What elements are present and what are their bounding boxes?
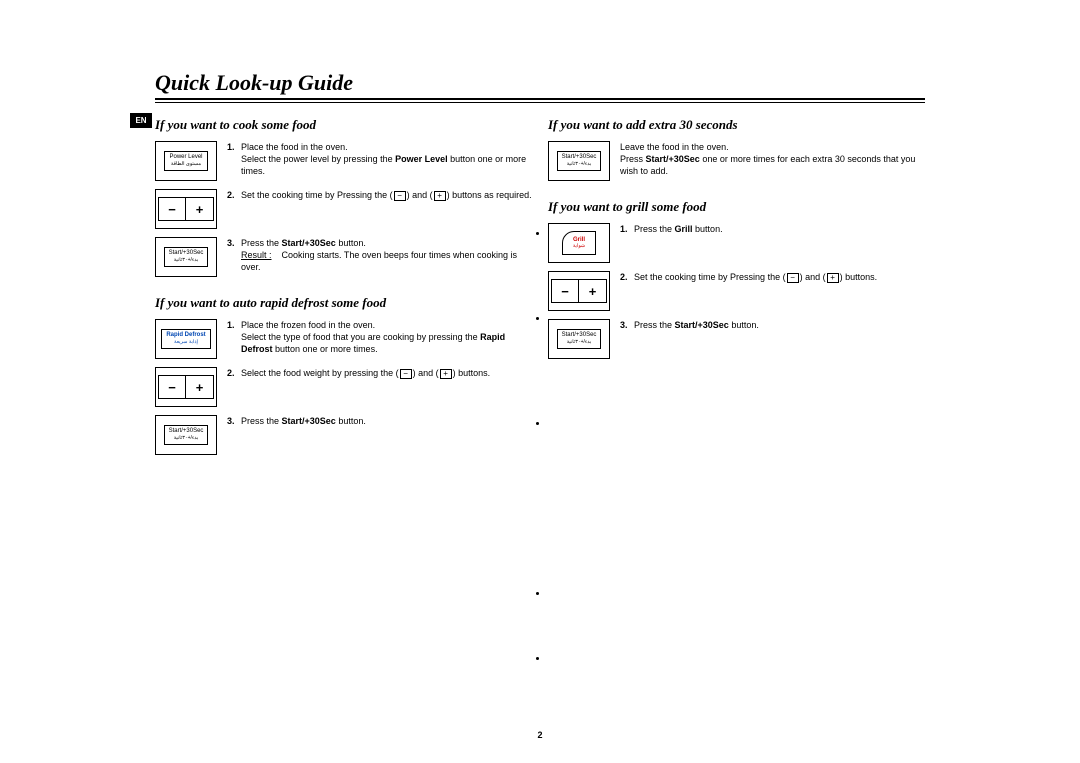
- button-label: Power Level: [169, 154, 202, 160]
- plus-glyph-icon: +: [440, 369, 452, 379]
- section-cook: If you want to cook some food Power Leve…: [155, 117, 532, 277]
- title-rule-heavy: [155, 98, 925, 100]
- step-text: 1.Press the Grill button.: [620, 223, 925, 235]
- page-content: Quick Look-up Guide If you want to cook …: [155, 70, 925, 463]
- plus-icon: +: [579, 279, 607, 303]
- button-label: Start/+30Sec: [562, 154, 597, 160]
- section-defrost: If you want to auto rapid defrost some f…: [155, 295, 532, 455]
- section-heading: If you want to add extra 30 seconds: [548, 117, 925, 133]
- step-row: Start/+30Sec بدء/+٣٠ثانية Leave the food…: [548, 141, 925, 181]
- step-text: 1.Place the frozen food in the oven. Sel…: [227, 319, 532, 355]
- button-label-ar: بدء/+٣٠ثانية: [174, 257, 199, 263]
- step-number: 3.: [227, 237, 241, 249]
- start-30sec-button-icon: Start/+30Sec بدء/+٣٠ثانية: [548, 319, 610, 359]
- button-label-ar: إذابة سريعة: [174, 339, 198, 345]
- plus-glyph-icon: +: [827, 273, 839, 283]
- button-label: Rapid Defrost: [166, 332, 205, 338]
- plus-minus-button-icon: − +: [548, 271, 610, 311]
- step-row: − + 2.Select the food weight by pressing…: [155, 367, 532, 407]
- plus-icon: +: [186, 197, 214, 221]
- dot-icon: [536, 592, 539, 595]
- start-30sec-button-icon: Start/+30Sec بدء/+٣٠ثانية: [548, 141, 610, 181]
- power-level-button-icon: Power Level مستوى الطاقة: [155, 141, 217, 181]
- plus-glyph-icon: +: [434, 191, 446, 201]
- minus-glyph-icon: −: [787, 273, 799, 283]
- button-label: Start/+30Sec: [169, 250, 204, 256]
- minus-glyph-icon: −: [400, 369, 412, 379]
- minus-icon: −: [551, 279, 579, 303]
- two-column-layout: If you want to cook some food Power Leve…: [155, 117, 925, 463]
- rapid-defrost-button-icon: Rapid Defrost إذابة سريعة: [155, 319, 217, 359]
- step-row: − + 2.Set the cooking time by Pressing t…: [548, 271, 925, 311]
- language-tab: EN: [130, 113, 152, 128]
- dot-icon: [536, 317, 539, 320]
- section-heading: If you want to auto rapid defrost some f…: [155, 295, 532, 311]
- step-number: 3.: [227, 415, 241, 427]
- step-text: 3.Press the Start/+30Sec button.: [227, 415, 532, 427]
- step-row: − + 2.Set the cooking time by Pressing t…: [155, 189, 532, 229]
- section-grill: If you want to grill some food Grill شوا…: [548, 199, 925, 359]
- dot-icon: [536, 657, 539, 660]
- step-text: 1.Place the food in the oven. Select the…: [227, 141, 532, 177]
- right-column: If you want to add extra 30 seconds Star…: [548, 117, 925, 463]
- section-heading: If you want to grill some food: [548, 199, 925, 215]
- minus-icon: −: [158, 197, 186, 221]
- button-label: Start/+30Sec: [562, 332, 597, 338]
- minus-icon: −: [158, 375, 186, 399]
- section-heading: If you want to cook some food: [155, 117, 532, 133]
- page-number: 2: [0, 730, 1080, 740]
- plus-minus-button-icon: − +: [155, 189, 217, 229]
- step-row: Start/+30Sec بدء/+٣٠ثانية 3.Press the St…: [548, 319, 925, 359]
- start-30sec-button-icon: Start/+30Sec بدء/+٣٠ثانية: [155, 415, 217, 455]
- button-label-ar: بدء/+٣٠ثانية: [174, 435, 199, 441]
- step-text: 2.Set the cooking time by Pressing the (…: [620, 271, 925, 283]
- grill-button-icon: Grill شواية: [548, 223, 610, 263]
- step-text: 3.Press the Start/+30Sec button. Result …: [227, 237, 532, 273]
- page-title: Quick Look-up Guide: [155, 70, 925, 96]
- dot-icon: [536, 232, 539, 235]
- result-label: Result :: [241, 250, 272, 260]
- step-number: 2.: [227, 367, 241, 379]
- button-label-ar: بدء/+٣٠ثانية: [567, 339, 592, 345]
- step-text: 3.Press the Start/+30Sec button.: [620, 319, 925, 331]
- step-text: 2.Select the food weight by pressing the…: [227, 367, 532, 379]
- button-label-ar: بدء/+٣٠ثانية: [567, 161, 592, 167]
- button-label: Start/+30Sec: [169, 428, 204, 434]
- start-30sec-button-icon: Start/+30Sec بدء/+٣٠ثانية: [155, 237, 217, 277]
- step-row: Grill شواية 1.Press the Grill button.: [548, 223, 925, 263]
- section-extra30: If you want to add extra 30 seconds Star…: [548, 117, 925, 181]
- step-number: 2.: [227, 189, 241, 201]
- title-rule-thin: [155, 102, 925, 103]
- minus-glyph-icon: −: [394, 191, 406, 201]
- step-number: 1.: [227, 141, 241, 153]
- plus-minus-button-icon: − +: [155, 367, 217, 407]
- step-text: Leave the food in the oven. Press Start/…: [620, 141, 925, 177]
- left-column: If you want to cook some food Power Leve…: [155, 117, 532, 463]
- step-row: Rapid Defrost إذابة سريعة 1.Place the fr…: [155, 319, 532, 359]
- step-number: 2.: [620, 271, 634, 283]
- button-label-ar: مستوى الطاقة: [171, 161, 201, 167]
- step-row: Start/+30Sec بدء/+٣٠ثانية 3.Press the St…: [155, 237, 532, 277]
- plus-icon: +: [186, 375, 214, 399]
- step-number: 1.: [620, 223, 634, 235]
- button-label-ar: شواية: [573, 244, 585, 250]
- dot-icon: [536, 422, 539, 425]
- step-text: 2.Set the cooking time by Pressing the (…: [227, 189, 532, 201]
- step-number: 1.: [227, 319, 241, 331]
- step-row: Start/+30Sec بدء/+٣٠ثانية 3.Press the St…: [155, 415, 532, 455]
- step-number: 3.: [620, 319, 634, 331]
- step-row: Power Level مستوى الطاقة 1.Place the foo…: [155, 141, 532, 181]
